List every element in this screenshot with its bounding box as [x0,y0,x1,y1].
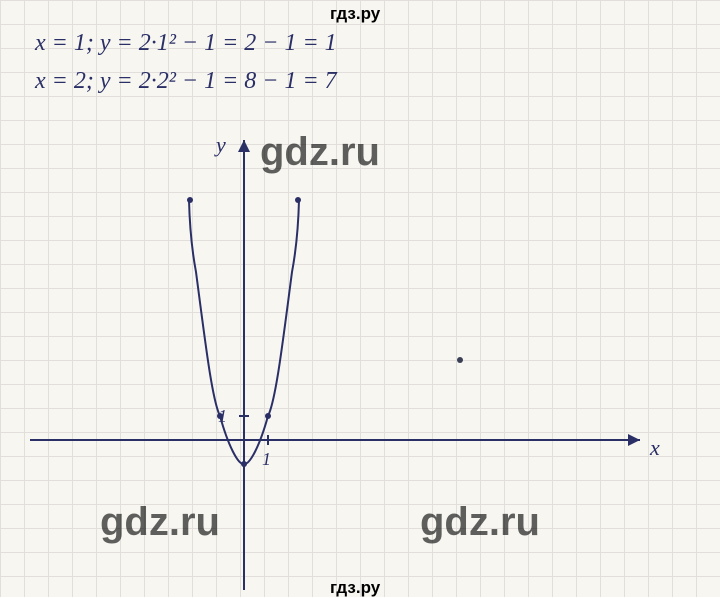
y-axis-arrow [238,140,250,152]
stray-mark [457,357,463,363]
point-1-1 [265,413,271,419]
x-tick-1-label: 1 [262,449,271,469]
point-right-top [295,197,301,203]
x-axis-arrow [628,434,640,446]
y-axis-label: y [214,132,226,157]
point-left-top [187,197,193,203]
parabola-chart: x y 1 1 [0,0,720,597]
vertex-point [241,461,247,467]
x-axis-label: x [649,435,660,460]
point-neg1-1 [217,413,223,419]
